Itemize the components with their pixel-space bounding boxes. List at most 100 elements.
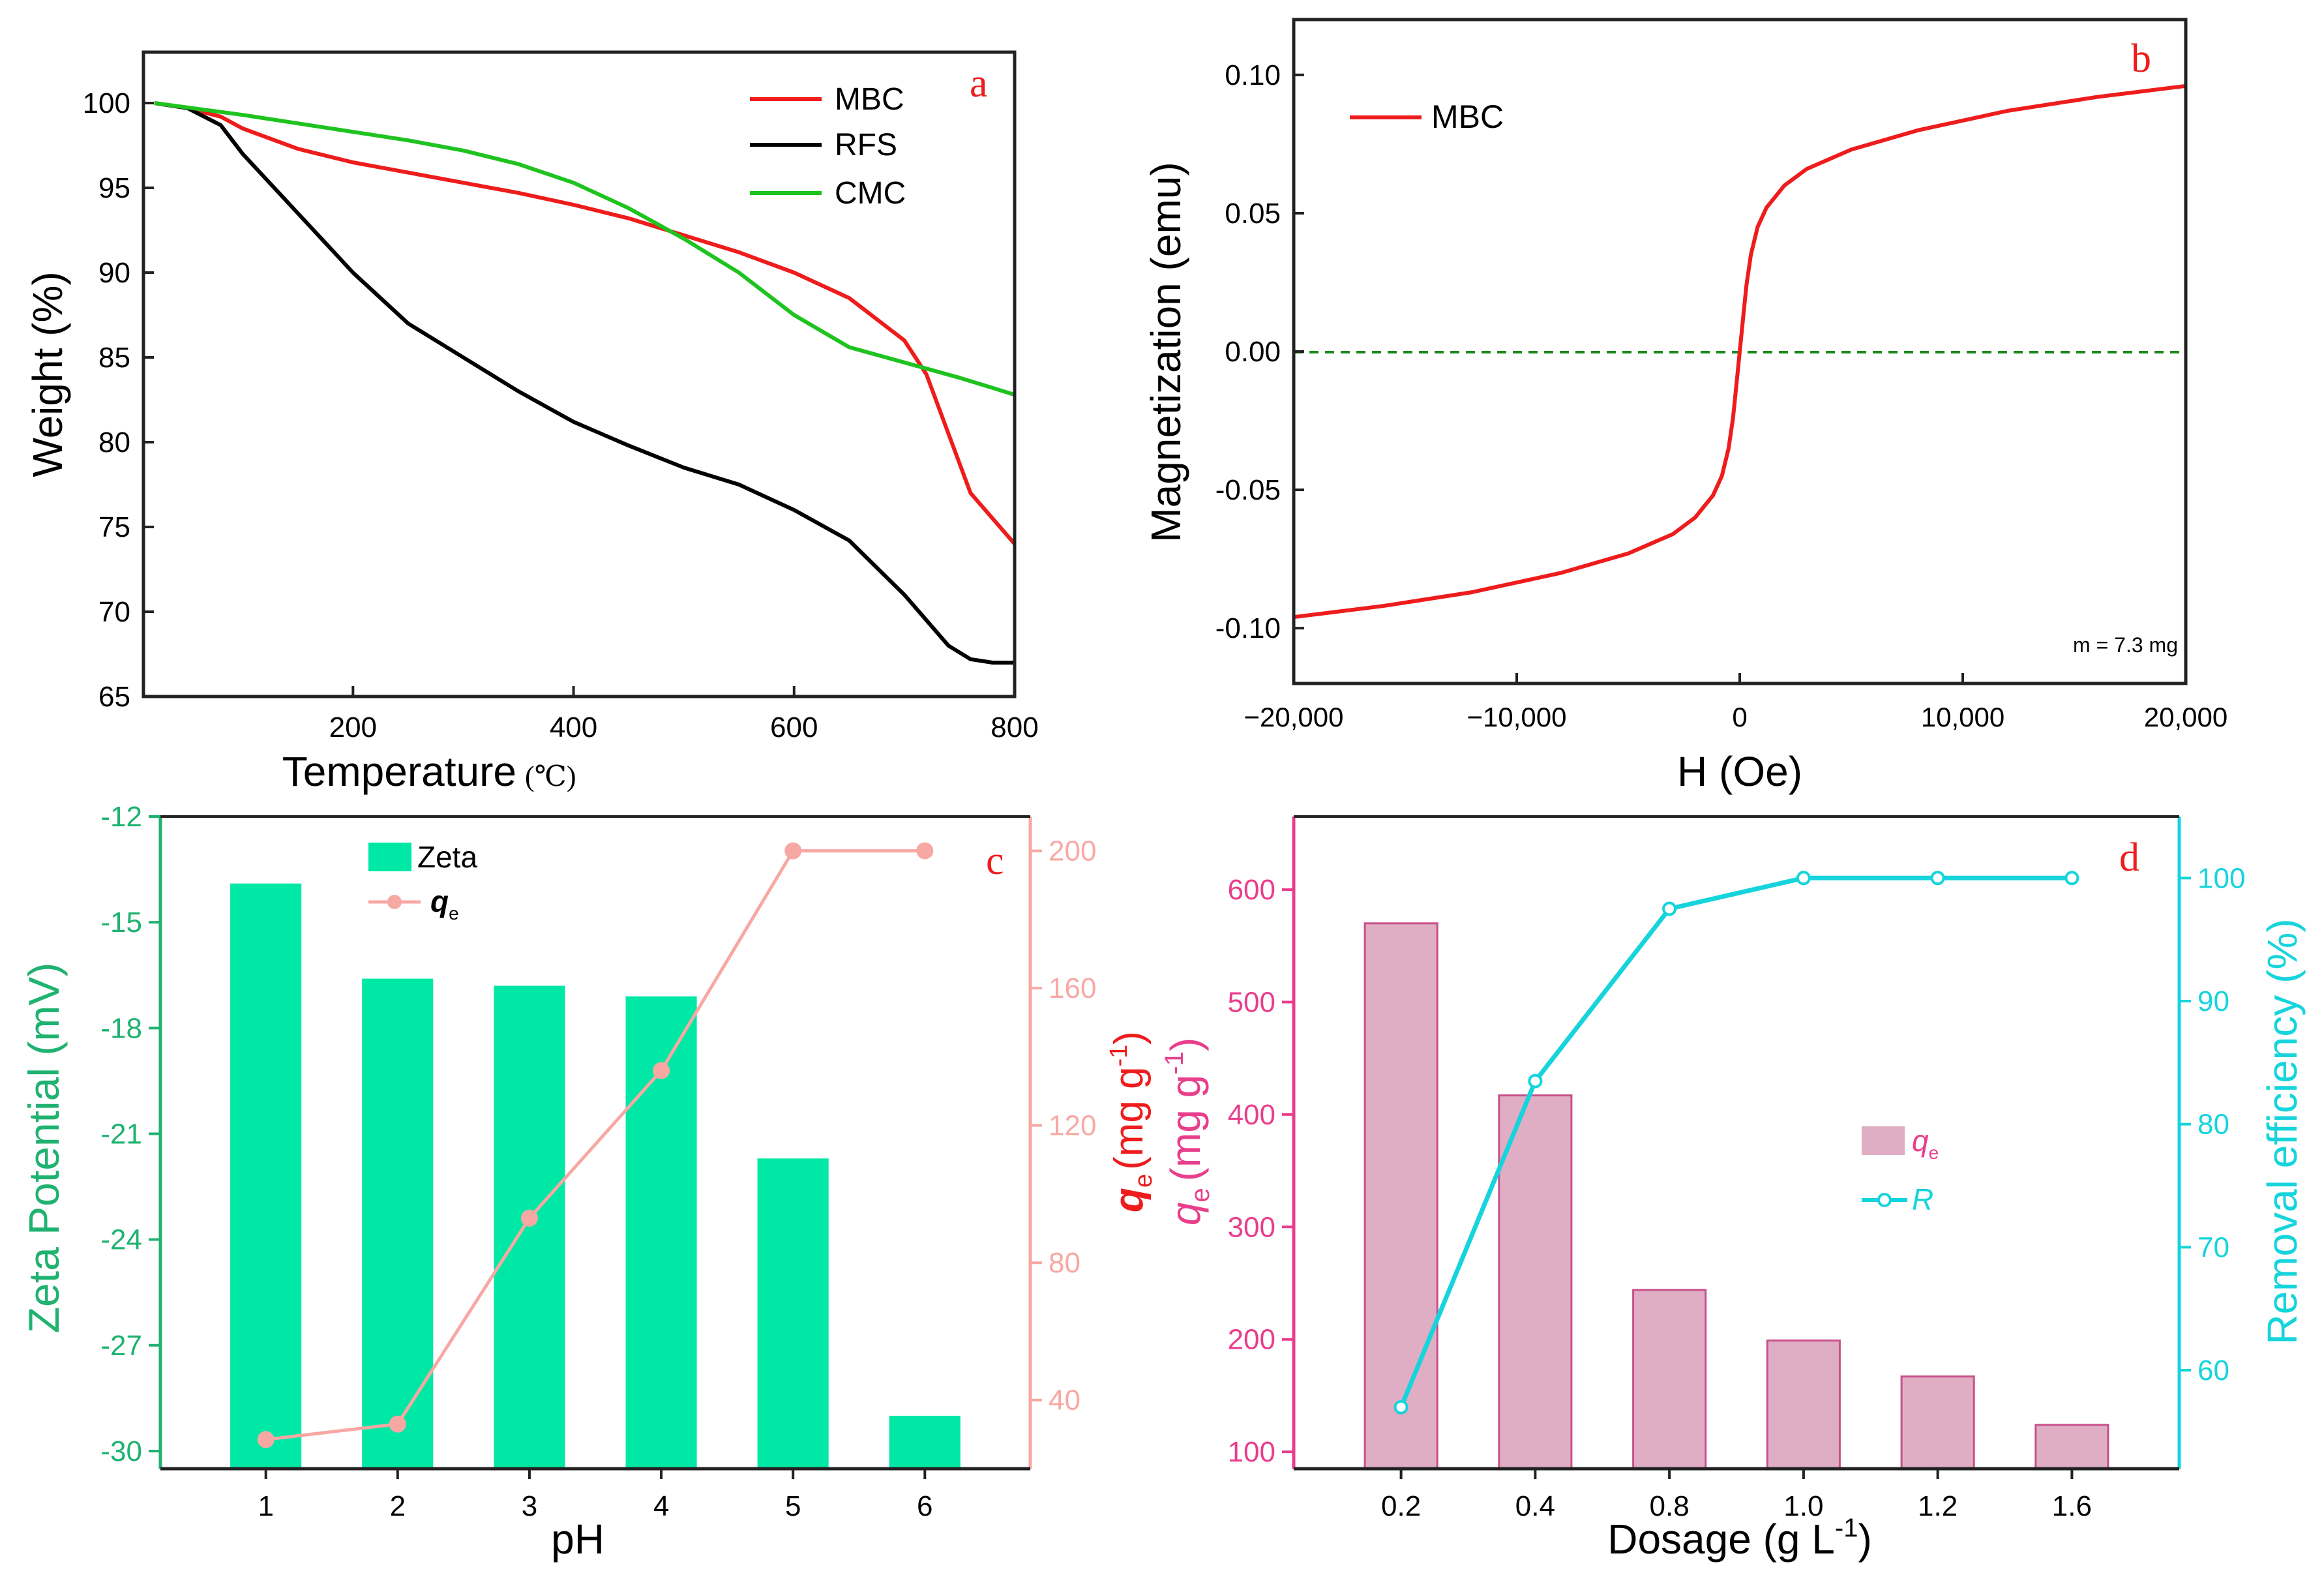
panel-a-y-label: Weight (%) [24, 271, 71, 477]
legend-label-qe-d: qe [1912, 1124, 1939, 1163]
y-tick-label: 90 [98, 257, 130, 289]
x-tick-label: 1.0 [1783, 1490, 1823, 1522]
legend-marker-qe [387, 895, 402, 909]
y-tick-label: -30 [100, 1435, 142, 1467]
panel-c-line [257, 842, 934, 1448]
panel-d-legend: qe R [1862, 1124, 1939, 1216]
x-tick-label: −20,000 [1244, 702, 1344, 732]
y-tick-label: -12 [100, 801, 142, 833]
legend-label-qe-sub: e [449, 903, 459, 923]
panel-b-series [1293, 83, 2186, 620]
line-point [1393, 1400, 1408, 1415]
x-tick-label: 0.4 [1515, 1490, 1555, 1522]
legend-label-r: R [1912, 1182, 1933, 1216]
y-tick-label: -0.10 [1215, 612, 1281, 644]
panel-d-x-label-text: Dosage (g L [1607, 1516, 1835, 1563]
x-tick-label: −10,000 [1467, 702, 1567, 732]
line-point [257, 1431, 275, 1448]
line-point [1930, 871, 1945, 886]
panel-b-x-label: H (Oe) [1677, 748, 1802, 795]
series-line-mbc [154, 101, 1017, 545]
y-tick-label: 500 [1228, 986, 1275, 1018]
x-tick-label: 0.2 [1381, 1490, 1421, 1522]
panel-d-y-label-sup: -1 [1160, 1051, 1189, 1075]
line-point [1528, 1073, 1543, 1088]
bar [2034, 1424, 2109, 1470]
x-tick-label: 0 [1732, 702, 1747, 732]
legend-label-qe-d-symbol: q [1912, 1124, 1929, 1158]
y-tick-label: 75 [98, 511, 130, 543]
panel-c-bars [230, 883, 961, 1469]
y2-tick-label: 60 [2197, 1355, 2229, 1387]
y-tick-label: -27 [100, 1330, 142, 1362]
legend-label-qe-d-sub: e [1929, 1143, 1939, 1163]
panel-a-legend: MBC RFS CMC [750, 82, 906, 211]
bar [494, 985, 565, 1469]
line-point [1662, 901, 1677, 916]
y-tick-label: 0.05 [1225, 198, 1281, 230]
panel-d-y-label-unit: (mg g [1162, 1075, 1209, 1182]
bar [1363, 922, 1438, 1470]
panel-d-x-label-sup: -1 [1835, 1514, 1858, 1542]
panel-a: 200 400 600 800 65 70 75 80 85 90 95 100 a Tempera… [24, 50, 1039, 795]
x-tick-label: 200 [329, 712, 377, 743]
y-tick-label: -24 [100, 1224, 142, 1256]
panel-c-y2-label-close: ) [1107, 1031, 1152, 1045]
y-tick-label: 0.00 [1225, 336, 1281, 368]
panel-b-annotation: m = 7.3 mg [2073, 633, 2178, 657]
panel-d-bars [1363, 922, 2109, 1470]
panel-d-x-label: Dosage (g L-1) [1607, 1514, 1872, 1563]
panel-c-y-ticks: -30 -27 -24 -21 -18 -15 -12 [100, 801, 160, 1467]
y-tick-label: 600 [1228, 874, 1275, 906]
series-line-cmc [154, 101, 1015, 397]
panel-c-x-label: pH [551, 1516, 604, 1563]
x-tick-label: 3 [522, 1490, 537, 1522]
line-point [1796, 871, 1811, 886]
bar [362, 978, 434, 1469]
y2-tick-label: 40 [1049, 1385, 1080, 1417]
panel-b: −20,000 −10,000 0 10,000 20,000 -0.10 -0.05 0.… [1142, 18, 2227, 795]
panel-d-y-label-close: ) [1162, 1038, 1209, 1051]
panel-a-y-ticks: 65 70 75 80 85 90 95 100 [83, 87, 154, 713]
y2-tick-label: 100 [2197, 862, 2245, 894]
legend-swatch-zeta [368, 843, 411, 871]
x-tick-label: 6 [917, 1490, 932, 1522]
panel-a-x-unit: (℃) [525, 760, 576, 792]
panel-c-y2-label-unit: (mg g [1107, 1066, 1152, 1169]
bar [230, 883, 302, 1469]
x-tick-label: 400 [550, 712, 597, 743]
panel-c-label: c [986, 839, 1004, 883]
line-point [653, 1062, 670, 1079]
line-point [784, 842, 802, 860]
panel-c-y2-label-sup: -1 [1105, 1045, 1133, 1067]
series-line [265, 849, 925, 1441]
x-tick-label: 600 [770, 712, 818, 743]
legend-swatch-qe-d [1862, 1126, 1905, 1155]
y-tick-label: 85 [98, 342, 130, 374]
line-point [2064, 871, 2079, 886]
panel-b-y-ticks: -0.10 -0.05 0.00 0.05 0.10 [1215, 59, 1304, 644]
bar [1498, 1094, 1573, 1470]
panel-a-x-label: Temperature [282, 748, 516, 795]
panel-d: 0.2 0.4 0.8 1.0 1.2 1.6 100 200 300 400 500 600 60… [1160, 815, 2306, 1563]
bar [1766, 1339, 1841, 1470]
legend-label-zeta: Zeta [417, 840, 477, 874]
x-tick-label: 1 [258, 1490, 273, 1522]
legend-label-mbc-b: MBC [1431, 98, 1504, 135]
panel-c-x-ticks: 1 2 3 4 5 6 [258, 1469, 933, 1522]
panel-a-series [154, 101, 1017, 665]
y-tick-label: -21 [100, 1118, 142, 1150]
x-tick-label: 2 [390, 1490, 406, 1522]
legend-label-rfs: RFS [835, 128, 897, 162]
bar [889, 1415, 961, 1469]
panel-c-y2-ticks: 40 80 120 160 200 [1030, 835, 1096, 1417]
y-tick-label: 70 [98, 596, 130, 628]
legend-label-mbc: MBC [835, 82, 904, 117]
panel-d-x-ticks: 0.2 0.4 0.8 1.0 1.2 1.6 [1381, 1469, 2092, 1522]
panel-a-frame [142, 50, 1017, 698]
line-point [916, 842, 934, 860]
panel-d-x-label-close: ) [1858, 1516, 1871, 1563]
y2-tick-label: 80 [1049, 1247, 1080, 1279]
x-tick-label: 0.8 [1650, 1490, 1690, 1522]
